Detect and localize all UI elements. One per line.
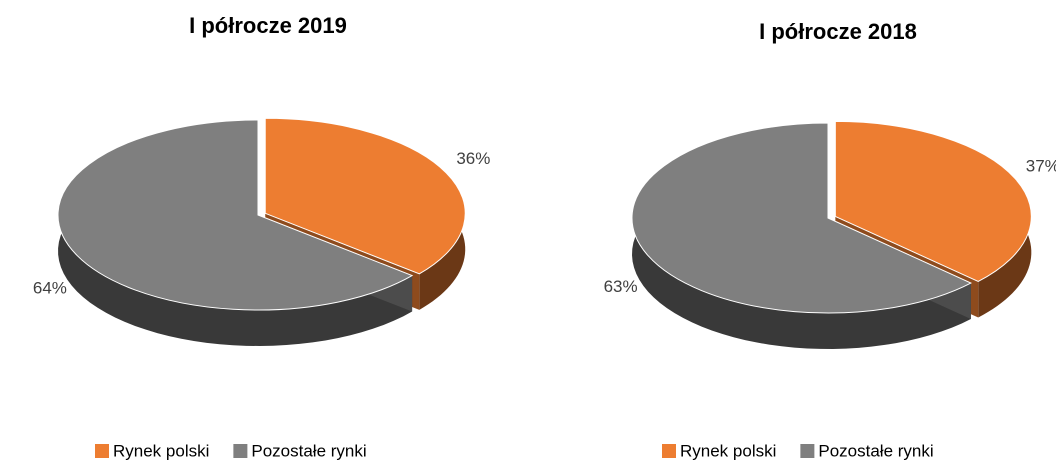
legend-label: Rynek polski — [113, 441, 209, 460]
data-label: 36% — [456, 149, 490, 168]
legend-swatch — [800, 444, 815, 458]
chart-title: I półrocze 2019 — [189, 13, 347, 38]
pie-tops — [57, 117, 466, 311]
pie-slice — [834, 120, 1032, 282]
legend-label: Pozostałe rynki — [818, 441, 933, 460]
legend-label: Rynek polski — [680, 441, 776, 460]
pie-slice — [631, 122, 973, 314]
pie-slice — [264, 117, 466, 275]
legend-label: Pozostałe rynki — [251, 441, 366, 460]
pie-side — [58, 120, 413, 346]
legend-swatch — [662, 444, 676, 458]
data-label: 64% — [33, 278, 67, 297]
pie-slice — [57, 119, 414, 311]
data-label: 63% — [604, 277, 638, 296]
pie-side — [632, 123, 971, 349]
pie-tops — [631, 120, 1032, 314]
data-label: 37% — [1026, 156, 1056, 175]
legend-swatch — [233, 444, 248, 458]
chart-title: I półrocze 2018 — [759, 19, 917, 44]
legend-swatch — [95, 444, 109, 458]
